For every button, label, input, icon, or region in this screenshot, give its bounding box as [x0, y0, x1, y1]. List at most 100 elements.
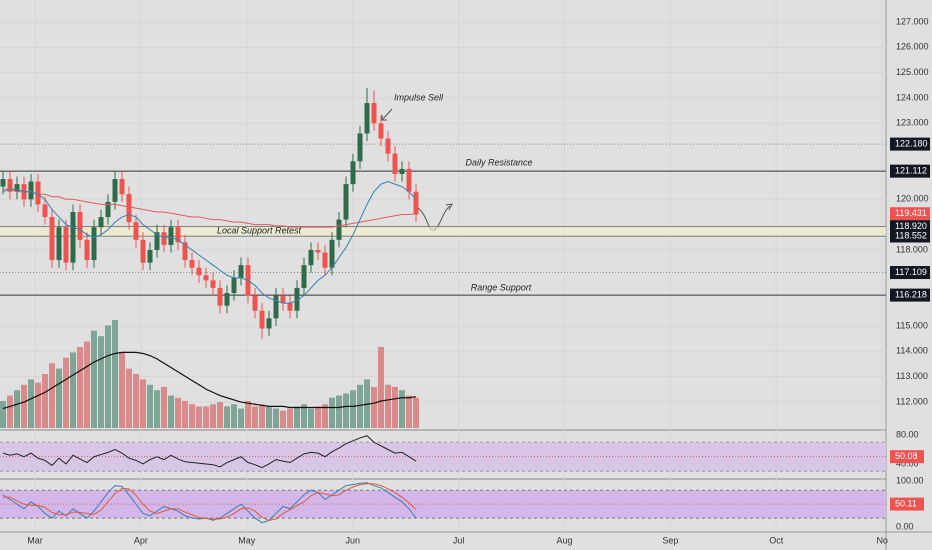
candle-body	[385, 138, 391, 154]
volume-bar	[133, 374, 139, 428]
rsi-level-label: 50.08	[895, 451, 918, 461]
candle-body	[357, 133, 363, 162]
annotation: Daily Resistance	[465, 157, 532, 167]
volume-bar	[112, 320, 118, 428]
volume-bar	[168, 395, 174, 428]
volume-bar	[315, 406, 321, 428]
volume-bar	[413, 397, 419, 428]
y-tick-label: 123.000	[896, 118, 929, 128]
volume-bar	[280, 410, 286, 428]
candle-body	[217, 287, 223, 306]
rsi-tick-label: 40.00	[896, 458, 919, 468]
candle-body	[182, 242, 188, 261]
x-tick-label: Aug	[556, 535, 572, 545]
volume-bar	[385, 384, 391, 428]
volume-bar	[161, 386, 167, 428]
volume-bar	[14, 390, 20, 428]
y-tick-label: 112.000	[896, 396, 928, 406]
candle-body	[294, 287, 300, 311]
y-tick-label: 126.000	[896, 42, 929, 52]
x-tick-label: Mar	[27, 535, 43, 545]
rsi-level-box	[890, 450, 924, 464]
candle-body	[77, 211, 83, 240]
volume-bar	[329, 397, 335, 428]
candle-body	[175, 227, 181, 243]
moving-average	[2, 181, 417, 304]
volume-bar	[203, 406, 209, 428]
volume-bar	[175, 397, 181, 428]
volume-bar	[266, 406, 272, 428]
candle-body	[399, 168, 405, 174]
candle-body	[0, 179, 6, 187]
candle-body	[392, 153, 398, 174]
candle-body	[287, 303, 293, 311]
candle-body	[91, 227, 97, 261]
volume-bar	[245, 401, 251, 428]
candle-body	[14, 184, 20, 192]
stoch-level-label: 50.11	[895, 498, 917, 508]
support-zone	[0, 226, 886, 236]
level-label-box	[890, 207, 930, 221]
candle-body	[413, 191, 419, 215]
candle-body	[210, 280, 216, 288]
candle-body	[161, 232, 167, 245]
volume-bar	[21, 384, 27, 428]
moving-average	[3, 188, 417, 228]
candle-body	[7, 179, 13, 192]
volume-bar	[28, 379, 34, 428]
volume-bar	[273, 408, 279, 428]
annotation-arrow	[381, 108, 393, 121]
level-label-box	[890, 288, 930, 302]
x-tick-label: Oct	[769, 535, 784, 545]
volume-bar	[287, 408, 293, 428]
projection-arrowhead	[445, 203, 453, 211]
volume-bar	[294, 406, 300, 428]
volume-bar	[119, 352, 125, 428]
volume-bar	[231, 404, 237, 428]
candle-body	[28, 181, 34, 200]
candle-body	[350, 161, 356, 185]
level-label-box	[890, 137, 930, 151]
volume-bar	[252, 406, 258, 428]
y-tick-label: 120.000	[896, 194, 929, 204]
x-tick-label: Apr	[134, 535, 148, 545]
y-tick-label: 114.000	[896, 346, 928, 356]
volume-bar	[196, 406, 202, 428]
level-label: 116.218	[895, 289, 927, 299]
volume-bar	[336, 395, 342, 428]
volume-bar	[301, 404, 307, 428]
candle-body	[56, 227, 62, 261]
volume-bar	[182, 401, 188, 428]
volume-bar	[371, 386, 377, 428]
volume-bar	[147, 384, 153, 428]
candle-body	[406, 168, 412, 192]
candle-body	[126, 194, 132, 223]
candle-body	[147, 249, 153, 263]
volume-bar	[154, 390, 160, 428]
y-tick-label: 127.000	[896, 16, 929, 26]
candle-body	[322, 252, 328, 268]
candle-body	[343, 184, 349, 220]
volume-bar	[217, 402, 223, 428]
x-tick-label: May	[238, 535, 256, 545]
level-label-box	[890, 266, 930, 280]
candle-body	[98, 217, 104, 228]
annotation-arrowhead	[381, 115, 387, 121]
candle-body	[112, 179, 118, 202]
volume-bar	[350, 390, 356, 428]
candle-body	[70, 211, 76, 263]
candle-body	[336, 219, 342, 240]
candle-body	[329, 239, 335, 268]
candle-body	[238, 265, 244, 278]
rsi-tick-label: 80.00	[896, 429, 919, 439]
annotation: Range Support	[471, 282, 532, 292]
volume-bar	[56, 368, 62, 428]
annotation: Impulse Sell	[394, 92, 444, 102]
volume-bar	[7, 395, 13, 428]
level-label-box	[890, 229, 930, 243]
volume-bar	[343, 393, 349, 428]
candle-body	[308, 249, 314, 266]
volume-bar	[259, 404, 265, 428]
candle-body	[231, 277, 237, 294]
